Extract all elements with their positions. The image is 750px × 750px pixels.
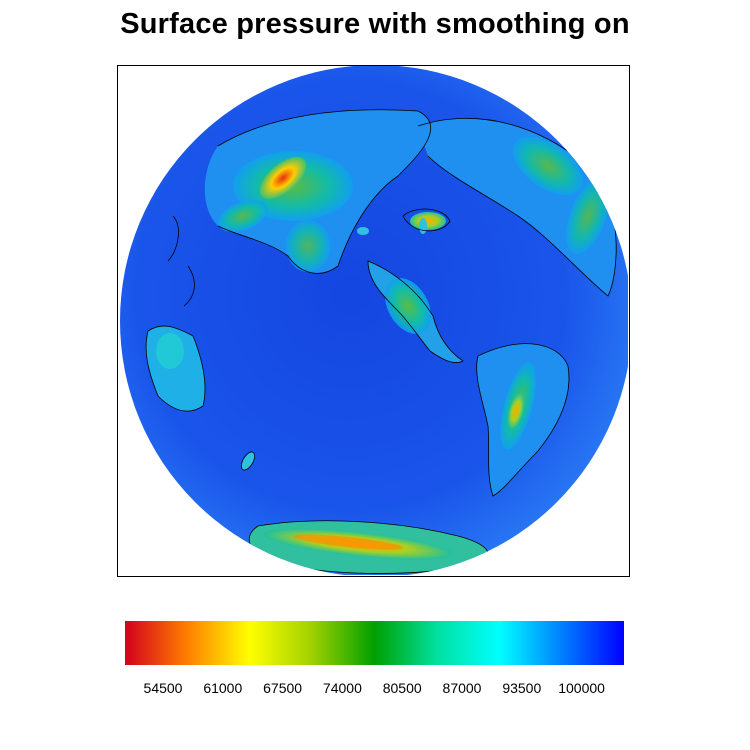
colorbar-tick-label: 100000 [558, 680, 605, 696]
colorbar-tick-label: 87000 [442, 680, 482, 696]
colorbar-tick-label: 61000 [203, 680, 243, 696]
colorbar-tick-label: 80500 [382, 680, 422, 696]
colorbar-tick-label: 67500 [263, 680, 303, 696]
colorbar-gradient [125, 621, 624, 665]
plot-title: Surface pressure with smoothing on [120, 8, 630, 40]
colorbar-tick-label: 54500 [143, 680, 183, 696]
colorbar-tick-label: 93500 [502, 680, 542, 696]
map-frame [117, 65, 630, 577]
colorbar [125, 621, 624, 665]
land-masses [146, 109, 617, 574]
globe-map [120, 66, 628, 575]
colorbar-tick-label: 74000 [322, 680, 362, 696]
